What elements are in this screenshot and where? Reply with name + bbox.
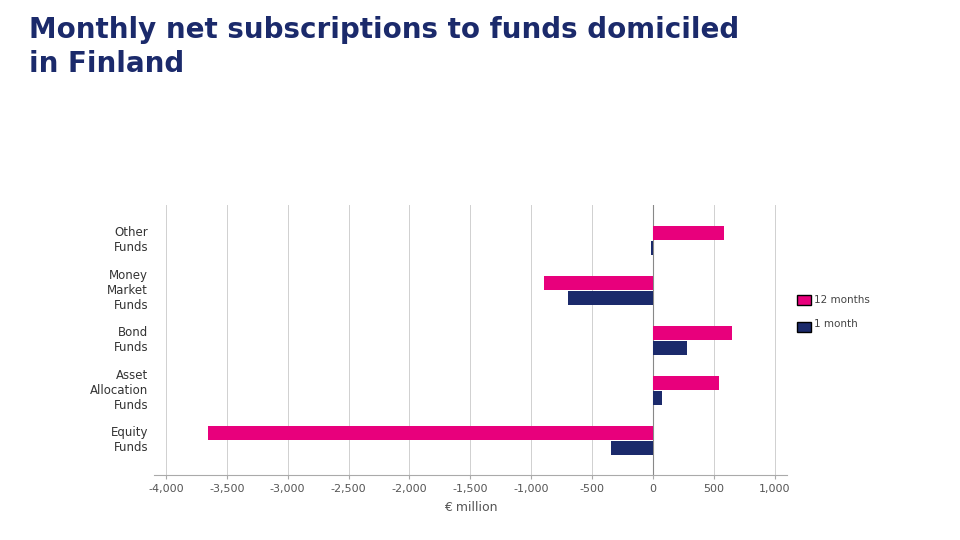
Text: 1 month: 1 month [814, 319, 858, 329]
Bar [653, 391, 662, 404]
Bar [543, 276, 653, 289]
Bar [653, 326, 732, 340]
Bar [611, 441, 653, 455]
X-axis label: € million: € million [444, 501, 497, 514]
Bar [653, 376, 719, 390]
Text: 12 months: 12 months [814, 295, 870, 305]
Bar [208, 426, 653, 440]
Bar [653, 341, 687, 355]
Bar [568, 291, 653, 305]
Bar [651, 241, 653, 255]
Bar [653, 226, 724, 240]
Text: Monthly net subscriptions to funds domiciled
in Finland: Monthly net subscriptions to funds domic… [29, 16, 739, 78]
